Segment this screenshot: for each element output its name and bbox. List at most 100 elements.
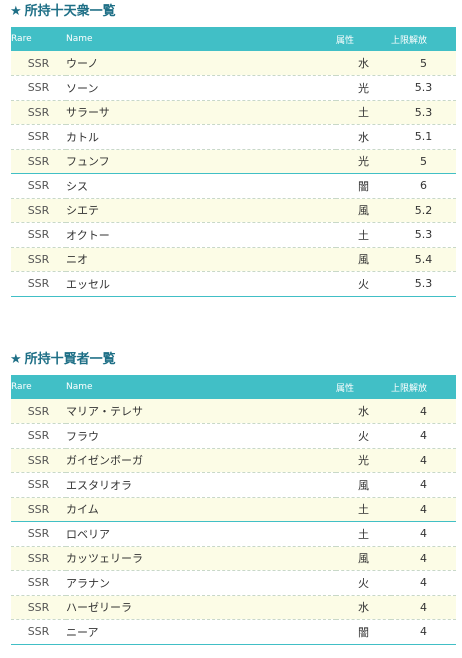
cell-attr: 風 [336, 546, 391, 571]
cell-rare: SSR [11, 124, 66, 150]
cell-limit: 4 [391, 521, 456, 547]
cell-limit: 5.4 [391, 247, 456, 272]
table-row: SSR カイム 土 4 [11, 497, 456, 522]
cell-limit: 5.2 [391, 198, 456, 223]
cell-rare: SSR [11, 521, 66, 547]
cell-attr: 闇 [336, 619, 391, 645]
cell-name: エッセル [66, 271, 336, 297]
tenshu-header-row: Rare Name 属性 上限解放 [11, 27, 456, 51]
cell-rare: SSR [11, 546, 66, 571]
cell-rare: SSR [11, 149, 66, 174]
cell-rare: SSR [11, 619, 66, 645]
table-row: SSR フラウ 火 4 [11, 423, 456, 449]
cell-name: カッツェリーラ [66, 546, 336, 571]
header-name: Name [66, 382, 93, 392]
cell-name: フラウ [66, 423, 336, 449]
cell-name: マリア・テレサ [66, 399, 336, 424]
cell-rare: SSR [11, 472, 66, 498]
cell-name: エスタリオラ [66, 472, 336, 498]
cell-limit: 6 [391, 173, 456, 199]
cell-name: カトル [66, 124, 336, 150]
header-rare: Rare [11, 382, 32, 392]
header-limit: 上限解放 [391, 383, 428, 394]
table-row: SSR シエテ 風 5.2 [11, 198, 456, 223]
cell-name: ロベリア [66, 521, 336, 547]
cell-limit: 5.3 [391, 100, 456, 125]
cell-limit: 4 [391, 472, 456, 498]
cell-rare: SSR [11, 570, 66, 596]
cell-limit: 4 [391, 448, 456, 473]
cell-name: ソーン [66, 75, 336, 101]
cell-limit: 4 [391, 497, 456, 522]
header-attr: 属性 [336, 383, 355, 394]
cell-rare: SSR [11, 173, 66, 199]
cell-attr: 風 [336, 247, 391, 272]
cell-limit: 5 [391, 51, 456, 76]
cell-rare: SSR [11, 198, 66, 223]
cell-attr: 光 [336, 448, 391, 473]
cell-limit: 5.3 [391, 271, 456, 297]
header-rare: Rare [11, 34, 32, 44]
kenja-header-row: Rare Name 属性 上限解放 [11, 375, 456, 399]
table-row: SSR エスタリオラ 風 4 [11, 472, 456, 498]
cell-attr: 光 [336, 75, 391, 101]
cell-rare: SSR [11, 75, 66, 101]
cell-limit: 4 [391, 595, 456, 620]
table-row: SSR フュンフ 光 5 [11, 149, 456, 174]
cell-limit: 4 [391, 619, 456, 645]
cell-attr: 土 [336, 521, 391, 547]
cell-name: サラーサ [66, 100, 336, 125]
table-row: SSR アラナン 火 4 [11, 570, 456, 596]
cell-rare: SSR [11, 497, 66, 522]
table-row: SSR ニオ 風 5.4 [11, 247, 456, 272]
cell-name: オクトー [66, 222, 336, 248]
cell-name: ガイゼンボーガ [66, 448, 336, 473]
cell-attr: 闇 [336, 173, 391, 199]
cell-rare: SSR [11, 100, 66, 125]
cell-name: ハーゼリーラ [66, 595, 336, 620]
table-row: SSR ガイゼンボーガ 光 4 [11, 448, 456, 473]
table-row: SSR ニーア 闇 4 [11, 619, 456, 645]
cell-name: カイム [66, 497, 336, 522]
cell-name: フュンフ [66, 149, 336, 174]
cell-attr: 土 [336, 100, 391, 125]
cell-limit: 4 [391, 570, 456, 596]
cell-attr: 土 [336, 222, 391, 248]
cell-limit: 5.3 [391, 222, 456, 248]
kenja-section-title: ★ 所持十賢者一覧 [10, 350, 116, 370]
cell-rare: SSR [11, 51, 66, 76]
cell-rare: SSR [11, 423, 66, 449]
cell-name: アラナン [66, 570, 336, 596]
table-row: SSR シス 闇 6 [11, 173, 456, 199]
kenja-title-text: 所持十賢者一覧 [24, 352, 116, 367]
cell-attr: 火 [336, 423, 391, 449]
cell-limit: 4 [391, 546, 456, 571]
table-row: SSR マリア・テレサ 水 4 [11, 399, 456, 424]
cell-attr: 火 [336, 570, 391, 596]
tenshu-title-text: 所持十天衆一覧 [24, 4, 116, 19]
table-row: SSR ハーゼリーラ 水 4 [11, 595, 456, 620]
cell-attr: 水 [336, 51, 391, 76]
star-icon: ★ [10, 4, 22, 19]
table-row: SSR サラーサ 土 5.3 [11, 100, 456, 125]
tenshu-section-title: ★ 所持十天衆一覧 [10, 2, 116, 22]
cell-limit: 4 [391, 399, 456, 424]
cell-rare: SSR [11, 595, 66, 620]
header-name: Name [66, 34, 93, 44]
cell-attr: 光 [336, 149, 391, 174]
star-icon: ★ [10, 352, 22, 367]
table-row: SSR ソーン 光 5.3 [11, 75, 456, 101]
table-row: SSR オクトー 土 5.3 [11, 222, 456, 248]
cell-attr: 風 [336, 198, 391, 223]
cell-limit: 4 [391, 423, 456, 449]
cell-name: シス [66, 173, 336, 199]
cell-rare: SSR [11, 271, 66, 297]
cell-limit: 5 [391, 149, 456, 174]
table-row: SSR カッツェリーラ 風 4 [11, 546, 456, 571]
cell-attr: 水 [336, 124, 391, 150]
cell-attr: 水 [336, 399, 391, 424]
header-limit: 上限解放 [391, 35, 428, 46]
cell-name: ニーア [66, 619, 336, 645]
cell-rare: SSR [11, 399, 66, 424]
table-row: SSR エッセル 火 5.3 [11, 271, 456, 297]
